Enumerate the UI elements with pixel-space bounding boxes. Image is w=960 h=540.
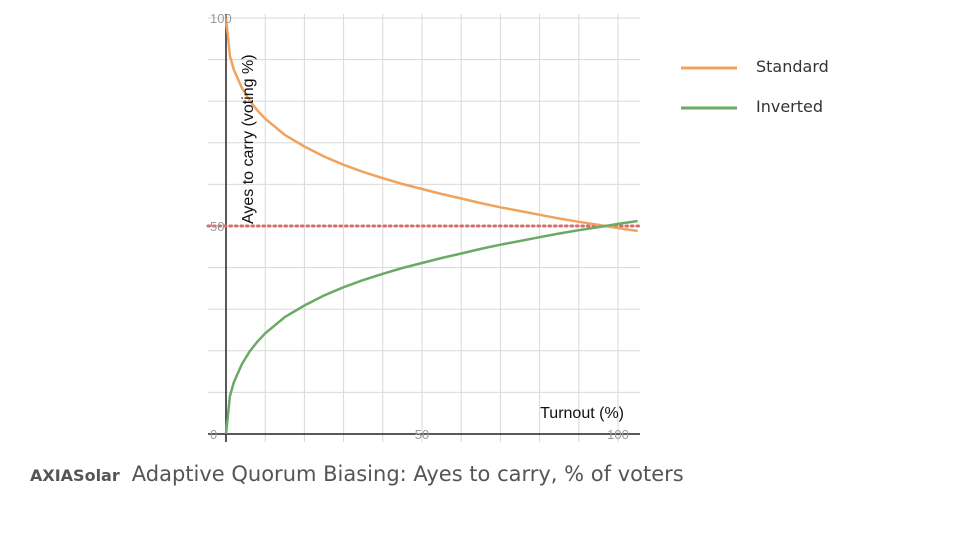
caption: AXIASolar Adaptive Quorum Biasing: Ayes …: [30, 462, 684, 486]
x-tick-label: 100: [607, 427, 629, 442]
tick-labels: 0 50 100 50 100: [210, 11, 629, 442]
legend-label-inverted: Inverted: [756, 97, 823, 116]
x-axis-label: Turnout (%): [540, 405, 624, 422]
y-tick-label: 0: [210, 427, 217, 442]
chart-caption: Adaptive Quorum Biasing: Ayes to carry, …: [131, 462, 684, 486]
brand-logo: AXIASolar: [30, 466, 120, 485]
series-layer: [224, 17, 638, 435]
y-axis-label: Ayes to carry (voting %): [240, 54, 257, 224]
legend: Standard Inverted: [681, 57, 829, 116]
axes: [208, 14, 640, 442]
series-line-standard: [224, 17, 638, 233]
series-line-inverted: [224, 219, 638, 435]
y-tick-label: 50: [210, 219, 224, 234]
legend-label-standard: Standard: [756, 57, 829, 76]
grid: [208, 14, 640, 442]
y-tick-label: 100: [210, 11, 232, 26]
x-tick-label: 50: [415, 427, 429, 442]
